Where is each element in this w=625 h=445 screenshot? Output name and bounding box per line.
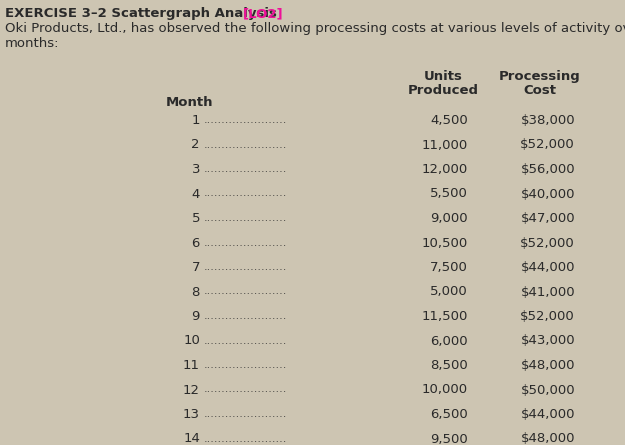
Text: .......................: ....................... [204,409,288,419]
Text: 11: 11 [183,359,200,372]
Text: .......................: ....................... [204,433,288,444]
Text: 6,000: 6,000 [431,335,468,348]
Text: 9,000: 9,000 [431,212,468,225]
Text: $52,000: $52,000 [520,236,575,250]
Text: .......................: ....................... [204,336,288,345]
Text: 13: 13 [183,408,200,421]
Text: Oki Products, Ltd., has observed the following processing costs at various level: Oki Products, Ltd., has observed the fol… [5,22,625,35]
Text: 12: 12 [183,384,200,396]
Text: Processing: Processing [499,70,581,83]
Text: 2: 2 [191,138,200,151]
Text: 5,500: 5,500 [430,187,468,201]
Text: 10,500: 10,500 [422,236,468,250]
Text: .......................: ....................... [204,311,288,321]
Text: .......................: ....................... [204,213,288,223]
Text: 12,000: 12,000 [422,163,468,176]
Text: 8,500: 8,500 [430,359,468,372]
Text: .......................: ....................... [204,238,288,247]
Text: .......................: ....................... [204,360,288,370]
Text: Units: Units [424,70,462,83]
Text: $56,000: $56,000 [521,163,575,176]
Text: 3: 3 [191,163,200,176]
Text: .......................: ....................... [204,189,288,198]
Text: $50,000: $50,000 [521,384,575,396]
Text: 10,000: 10,000 [422,384,468,396]
Text: $48,000: $48,000 [521,359,575,372]
Text: $48,000: $48,000 [521,433,575,445]
Text: .......................: ....................... [204,139,288,150]
Text: .......................: ....................... [204,115,288,125]
Text: 4,500: 4,500 [430,114,468,127]
Text: 6: 6 [192,236,200,250]
Text: 7: 7 [191,261,200,274]
Text: Cost: Cost [524,84,556,97]
Text: 9,500: 9,500 [430,433,468,445]
Text: 9: 9 [192,310,200,323]
Text: $43,000: $43,000 [521,335,575,348]
Text: .......................: ....................... [204,287,288,296]
Text: months:: months: [5,37,59,50]
Text: 7,500: 7,500 [430,261,468,274]
Text: $52,000: $52,000 [520,138,575,151]
Text: EXERCISE 3–2 Scattergraph Analysis: EXERCISE 3–2 Scattergraph Analysis [5,7,281,20]
Text: $44,000: $44,000 [521,408,575,421]
Text: 6,500: 6,500 [430,408,468,421]
Text: .......................: ....................... [204,262,288,272]
Text: 11,000: 11,000 [422,138,468,151]
Text: $44,000: $44,000 [521,261,575,274]
Text: .......................: ....................... [204,384,288,395]
Text: .......................: ....................... [204,164,288,174]
Text: $52,000: $52,000 [520,310,575,323]
Text: Month: Month [166,96,214,109]
Text: 8: 8 [192,286,200,299]
Text: Produced: Produced [408,84,479,97]
Text: $40,000: $40,000 [521,187,575,201]
Text: $41,000: $41,000 [521,286,575,299]
Text: 4: 4 [192,187,200,201]
Text: $47,000: $47,000 [521,212,575,225]
Text: 5: 5 [191,212,200,225]
Text: 14: 14 [183,433,200,445]
Text: $38,000: $38,000 [521,114,575,127]
Text: 1: 1 [191,114,200,127]
Text: [LO2]: [LO2] [243,7,284,20]
Text: 5,000: 5,000 [430,286,468,299]
Text: 11,500: 11,500 [422,310,468,323]
Text: 10: 10 [183,335,200,348]
